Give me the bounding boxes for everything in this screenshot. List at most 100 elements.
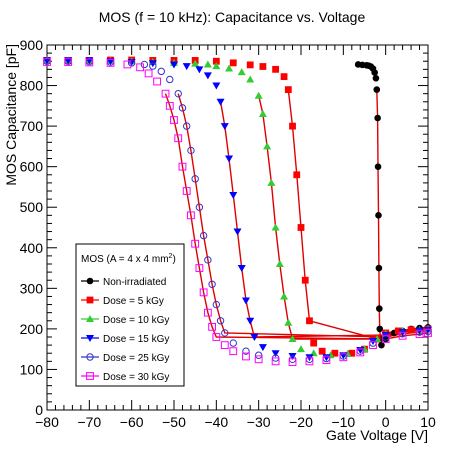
data-point-dose-25-kgy — [178, 104, 187, 112]
data-point-dose-15-kgy — [195, 66, 204, 74]
data-point-dose-15-kgy — [216, 98, 225, 106]
legend-entry-non-irradiated: Non-irradiated — [81, 277, 166, 288]
data-point-dose-30-kgy — [208, 322, 216, 331]
data-point-dose-30-kgy — [288, 358, 297, 367]
data-point-dose-30-kgy — [106, 58, 115, 67]
series-non-irradiated — [354, 61, 432, 349]
data-point-dose-10-kgy — [254, 91, 263, 99]
y-tick-label: 200 — [20, 321, 44, 337]
data-point-dose-5-kgy — [331, 349, 339, 357]
y-tick-label: 400 — [20, 240, 44, 256]
data-point-non-irradiated — [372, 74, 380, 82]
data-point-dose-30-kgy — [424, 329, 432, 337]
data-point-dose-5-kgy — [272, 65, 279, 73]
data-point-dose-5-kgy — [318, 347, 326, 355]
data-point-dose-10-kgy — [203, 60, 212, 68]
data-point-dose-15-kgy — [229, 192, 238, 200]
data-point-dose-5-kgy — [229, 59, 237, 67]
data-point-dose-15-kgy — [182, 63, 191, 71]
legend-title-superscript: 2 — [169, 253, 173, 260]
data-point-dose-15-kgy — [203, 72, 212, 80]
y-axis-label: MOS Capacitance [pF] — [3, 44, 19, 186]
fit-line-dose-15-kgy — [219, 101, 429, 338]
data-point-non-irradiated — [375, 264, 383, 272]
data-point-dose-5-kgy — [293, 171, 301, 179]
data-point-dose-30-kgy — [195, 264, 204, 272]
data-point-dose-25-kgy — [166, 75, 174, 84]
x-tick-label: 10 — [420, 414, 436, 430]
x-axis-label: Gate Voltage [V] — [326, 427, 428, 443]
data-point-dose-30-kgy — [220, 341, 229, 350]
data-point-non-irradiated — [375, 212, 382, 219]
data-point-dose-30-kgy — [369, 341, 377, 350]
data-point-dose-15-kgy — [241, 297, 250, 305]
data-point-dose-10-kgy — [284, 318, 293, 326]
data-point-dose-25-kgy — [157, 67, 166, 76]
data-point-dose-30-kgy — [356, 348, 365, 357]
data-point-dose-25-kgy — [191, 175, 199, 183]
data-point-dose-10-kgy — [267, 178, 276, 186]
y-tick-label: 700 — [20, 118, 44, 134]
legend-title-suffix: ) — [172, 254, 175, 265]
data-point-dose-30-kgy — [43, 58, 51, 66]
data-point-dose-10-kgy — [360, 345, 369, 353]
data-point-dose-30-kgy — [182, 187, 191, 195]
data-point-dose-25-kgy — [229, 339, 237, 347]
legend-marker-dose-15-kgy — [86, 335, 94, 342]
data-point-dose-10-kgy — [237, 68, 246, 76]
data-point-dose-25-kgy — [221, 329, 229, 337]
plot-frame — [46, 44, 429, 411]
data-point-dose-15-kgy — [271, 350, 280, 358]
legend: MOS (A = 4 x 4 mm2) Non-irradiated Dose =… — [75, 243, 185, 387]
legend-marker-dose-10-kgy — [86, 315, 94, 322]
data-point-dose-10-kgy — [225, 64, 234, 72]
legend-title-main: MOS (A = 4 x 4 mm — [81, 254, 169, 265]
data-point-dose-30-kgy — [170, 116, 178, 124]
data-point-dose-30-kgy — [85, 58, 94, 67]
data-point-dose-30-kgy — [64, 58, 73, 66]
data-point-dose-30-kgy — [339, 353, 348, 362]
legend-marker-dose-30-kgy — [86, 372, 94, 380]
data-point-dose-15-kgy — [170, 61, 178, 69]
legend-label-dose-5-kgy: Dose = 5 kGy — [103, 296, 164, 307]
data-point-dose-5-kgy — [284, 86, 292, 94]
data-point-dose-30-kgy — [305, 357, 314, 366]
y-tick-label: 100 — [20, 361, 44, 377]
data-point-dose-30-kgy — [187, 211, 195, 220]
plot-area: −80 −70 −60 −50 −40 −30 −20 −10 0 100100200300400… — [20, 37, 436, 430]
data-point-non-irradiated — [376, 325, 384, 333]
data-point-dose-5-kgy — [310, 339, 318, 347]
data-point-dose-30-kgy — [123, 60, 132, 69]
data-point-dose-15-kgy — [258, 344, 267, 352]
legend-entry-dose-25-kgy: Dose = 25 kGy — [81, 353, 169, 364]
data-point-dose-30-kgy — [199, 288, 208, 297]
data-point-dose-5-kgy — [394, 327, 402, 335]
data-point-dose-10-kgy — [297, 345, 305, 353]
data-point-dose-25-kgy — [199, 231, 208, 240]
data-point-dose-30-kgy — [322, 356, 331, 365]
x-tick-label: −50 — [162, 414, 186, 430]
data-point-dose-5-kgy — [280, 73, 288, 81]
fit-line-non-irradiated — [376, 89, 429, 340]
data-point-dose-25-kgy — [174, 89, 182, 98]
data-point-dose-25-kgy — [212, 300, 221, 309]
x-tick-label: 0 — [382, 414, 390, 430]
legend-entry-dose-10-kgy: Dose = 10 kGy — [81, 315, 169, 326]
y-tick-label: 900 — [20, 37, 44, 53]
legend-label-dose-10-kgy: Dose = 10 kGy — [103, 315, 169, 326]
legend-entry-dose-15-kgy: Dose = 15 kGy — [81, 334, 169, 345]
data-point-dose-15-kgy — [225, 155, 234, 163]
data-point-non-irradiated — [376, 305, 383, 312]
data-point-non-irradiated — [374, 163, 382, 170]
data-point-dose-5-kgy — [306, 317, 313, 325]
data-point-dose-10-kgy — [258, 109, 267, 117]
x-tick-label: −10 — [331, 414, 355, 430]
y-tick-label: 500 — [20, 199, 44, 215]
data-point-dose-30-kgy — [191, 239, 200, 248]
data-point-dose-5-kgy — [348, 349, 356, 357]
legend-label-dose-25-kgy: Dose = 25 kGy — [103, 353, 169, 364]
y-tick-label: 800 — [20, 78, 44, 94]
data-point-dose-25-kgy — [187, 146, 195, 155]
legend-entry-dose-30-kgy: Dose = 30 kGy — [81, 372, 169, 383]
